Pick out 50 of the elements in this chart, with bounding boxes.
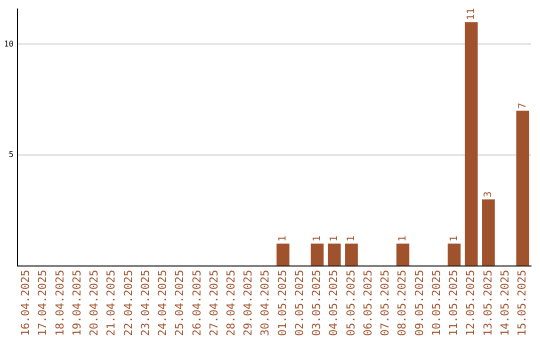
x-tick-label: 01.05.2025 [276,270,289,336]
x-tick-label: 22.04.2025 [122,270,135,336]
x-tick-label: 07.05.2025 [378,270,392,336]
x-tick-label: 18.04.2025 [53,270,66,336]
y-tick-label: 10 [4,39,14,48]
x-tick-label: 03.05.2025 [310,270,324,336]
bar [482,199,495,266]
x-tick-label: 11.05.2025 [447,270,460,336]
x-tick-label: 25.04.2025 [173,270,186,336]
bar [448,244,461,266]
x-tick-label: 04.05.2025 [327,270,340,336]
bar [310,244,324,266]
data-label: 3 [483,191,494,198]
bar [276,244,290,266]
x-tick-label: 26.04.2025 [190,270,204,336]
x-tick-label: 27.04.2025 [207,270,220,336]
x-tick-label: 29.04.2025 [242,270,255,336]
bar [516,110,530,266]
data-label: 1 [448,236,460,242]
y-tick-label: 5 [8,150,14,160]
data-label: 11 [466,8,477,20]
x-tick-label: 02.05.2025 [292,270,306,336]
data-label: 7 [517,102,528,109]
data-label: 1 [328,236,340,242]
x-tick-label: 14.05.2025 [498,270,512,336]
bar [464,22,478,266]
x-tick-label: 21.04.2025 [104,270,118,336]
x-tick-label: 24.04.2025 [156,270,170,336]
x-tick-label: 17.04.2025 [36,270,50,336]
data-label: 1 [278,236,289,242]
data-label: 1 [346,236,358,242]
data-label: 1 [397,236,408,242]
x-tick-label: 05.05.2025 [344,270,358,336]
x-tick-label: 12.05.2025 [464,270,478,336]
bar [396,244,410,266]
data-label: 1 [312,236,323,242]
x-tick-label: 28.04.2025 [224,270,238,336]
bar [345,244,358,266]
bar [328,244,341,266]
x-tick-label: 13.05.2025 [481,270,494,336]
x-tick-label: 15.05.2025 [516,270,529,336]
x-tick-label: 09.05.2025 [412,270,426,336]
x-tick-label: 10.05.2025 [430,270,443,336]
x-tick-label: 20.04.2025 [88,270,101,336]
x-tick-label: 30.04.2025 [258,270,272,336]
x-tick-label: 06.05.2025 [361,270,374,336]
x-tick-label: 08.05.2025 [396,270,409,336]
x-tick-label: 19.04.2025 [70,270,84,336]
x-tick-label: 23.04.2025 [138,270,152,336]
x-tick-label: 16.04.2025 [19,270,32,336]
